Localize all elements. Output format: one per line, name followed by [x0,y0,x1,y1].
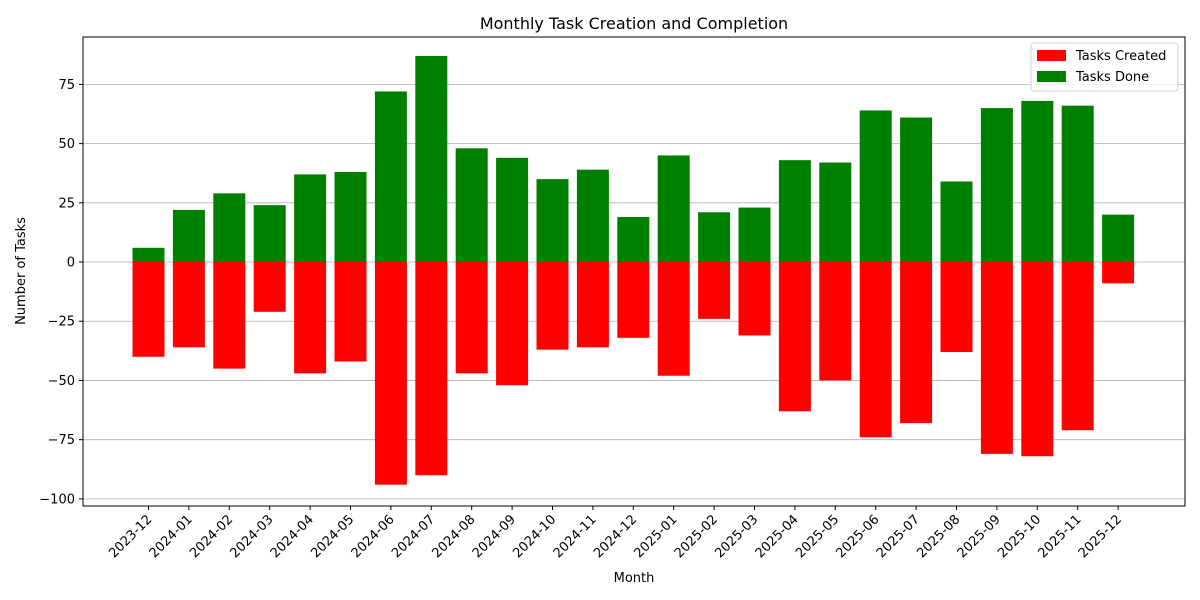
bar-tasks-created-2024-09 [496,262,529,386]
bar-tasks-created-2025-12 [1102,262,1135,284]
bar-tasks-done-2024-01 [172,209,205,263]
bar-tasks-created-2024-10 [536,262,569,350]
bar-tasks-done-2024-08 [455,148,488,263]
bar-tasks-done-2024-06 [374,91,407,263]
y-tick-label: 25 [58,196,75,211]
bar-tasks-done-2023-12 [132,247,165,263]
bar-tasks-created-2025-10 [1021,262,1054,457]
legend: Tasks Created Tasks Done [1030,42,1179,92]
y-tick-label: 75 [58,78,75,93]
bar-tasks-created-2025-11 [1061,262,1094,431]
bar-tasks-created-2024-11 [576,262,609,348]
bar-tasks-created-2025-07 [900,262,933,424]
bar-tasks-created-2025-05 [819,262,852,381]
bar-tasks-done-2024-05 [334,172,367,263]
bar-tasks-created-2024-06 [374,262,407,485]
y-axis-label: Number of Tasks [14,217,29,325]
bar-tasks-done-2024-09 [496,157,529,263]
y-tick-label: −75 [48,433,75,448]
bar-tasks-created-2025-01 [657,262,690,376]
bar-tasks-created-2025-03 [738,262,771,336]
bar-tasks-done-2025-08 [940,181,973,263]
bar-tasks-created-2024-08 [455,262,488,374]
y-axis-ticks: −100 −75 −50 −25 0 25 50 75 [39,78,83,507]
bar-tasks-created-2025-02 [698,262,731,319]
bar-tasks-done-2024-02 [213,193,246,263]
x-axis-label: Month [614,571,655,586]
bar-tasks-done-2024-04 [294,174,327,263]
bar-tasks-created-2025-09 [980,262,1013,454]
legend-box [1030,42,1179,92]
bar-tasks-done-2025-05 [819,162,852,263]
bar-tasks-created-2025-08 [940,262,973,353]
bar-tasks-created-2025-06 [859,262,892,438]
bar-tasks-created-2025-04 [778,262,811,412]
bar-tasks-done-2024-12 [617,217,650,263]
bar-tasks-done-2025-02 [698,212,731,263]
bar-tasks-done-2025-03 [738,207,771,263]
bar-tasks-done-2025-09 [980,108,1013,263]
bar-tasks-done-2025-10 [1021,100,1054,263]
bar-tasks-done-2024-10 [536,179,569,263]
legend-label-tasks-created: Tasks Created [1075,49,1166,64]
bar-tasks-done-2025-11 [1061,105,1094,263]
y-tick-label: −100 [39,492,75,507]
bar-tasks-done-2024-03 [253,205,286,263]
bar-tasks-created-2024-02 [213,262,246,369]
legend-swatch-tasks-created [1037,50,1066,61]
bar-tasks-done-2025-07 [900,117,933,263]
bar-tasks-created-2024-04 [294,262,327,374]
bar-tasks-done-2025-06 [859,110,892,263]
y-tick-label: −25 [48,315,75,330]
bar-tasks-created-2024-07 [415,262,448,476]
bar-tasks-done-2024-11 [576,169,609,263]
bar-tasks-created-2024-05 [334,262,367,362]
chart-title: Monthly Task Creation and Completion [480,14,788,33]
bar-tasks-created-2024-01 [172,262,205,348]
bar-tasks-created-2024-12 [617,262,650,338]
bars [132,55,1135,485]
legend-swatch-tasks-done [1037,71,1066,82]
bar-tasks-done-2025-12 [1102,214,1135,263]
bar-tasks-created-2024-03 [253,262,286,312]
y-tick-label: 50 [58,137,75,152]
y-tick-label: −50 [48,374,75,389]
bar-tasks-done-2025-01 [657,155,690,263]
y-tick-label: 0 [67,256,75,271]
bar-tasks-done-2025-04 [778,160,811,263]
bar-tasks-done-2024-07 [415,55,448,263]
bar-tasks-created-2023-12 [132,262,165,357]
plot-frame [82,36,1186,507]
legend-label-tasks-done: Tasks Done [1075,70,1149,85]
